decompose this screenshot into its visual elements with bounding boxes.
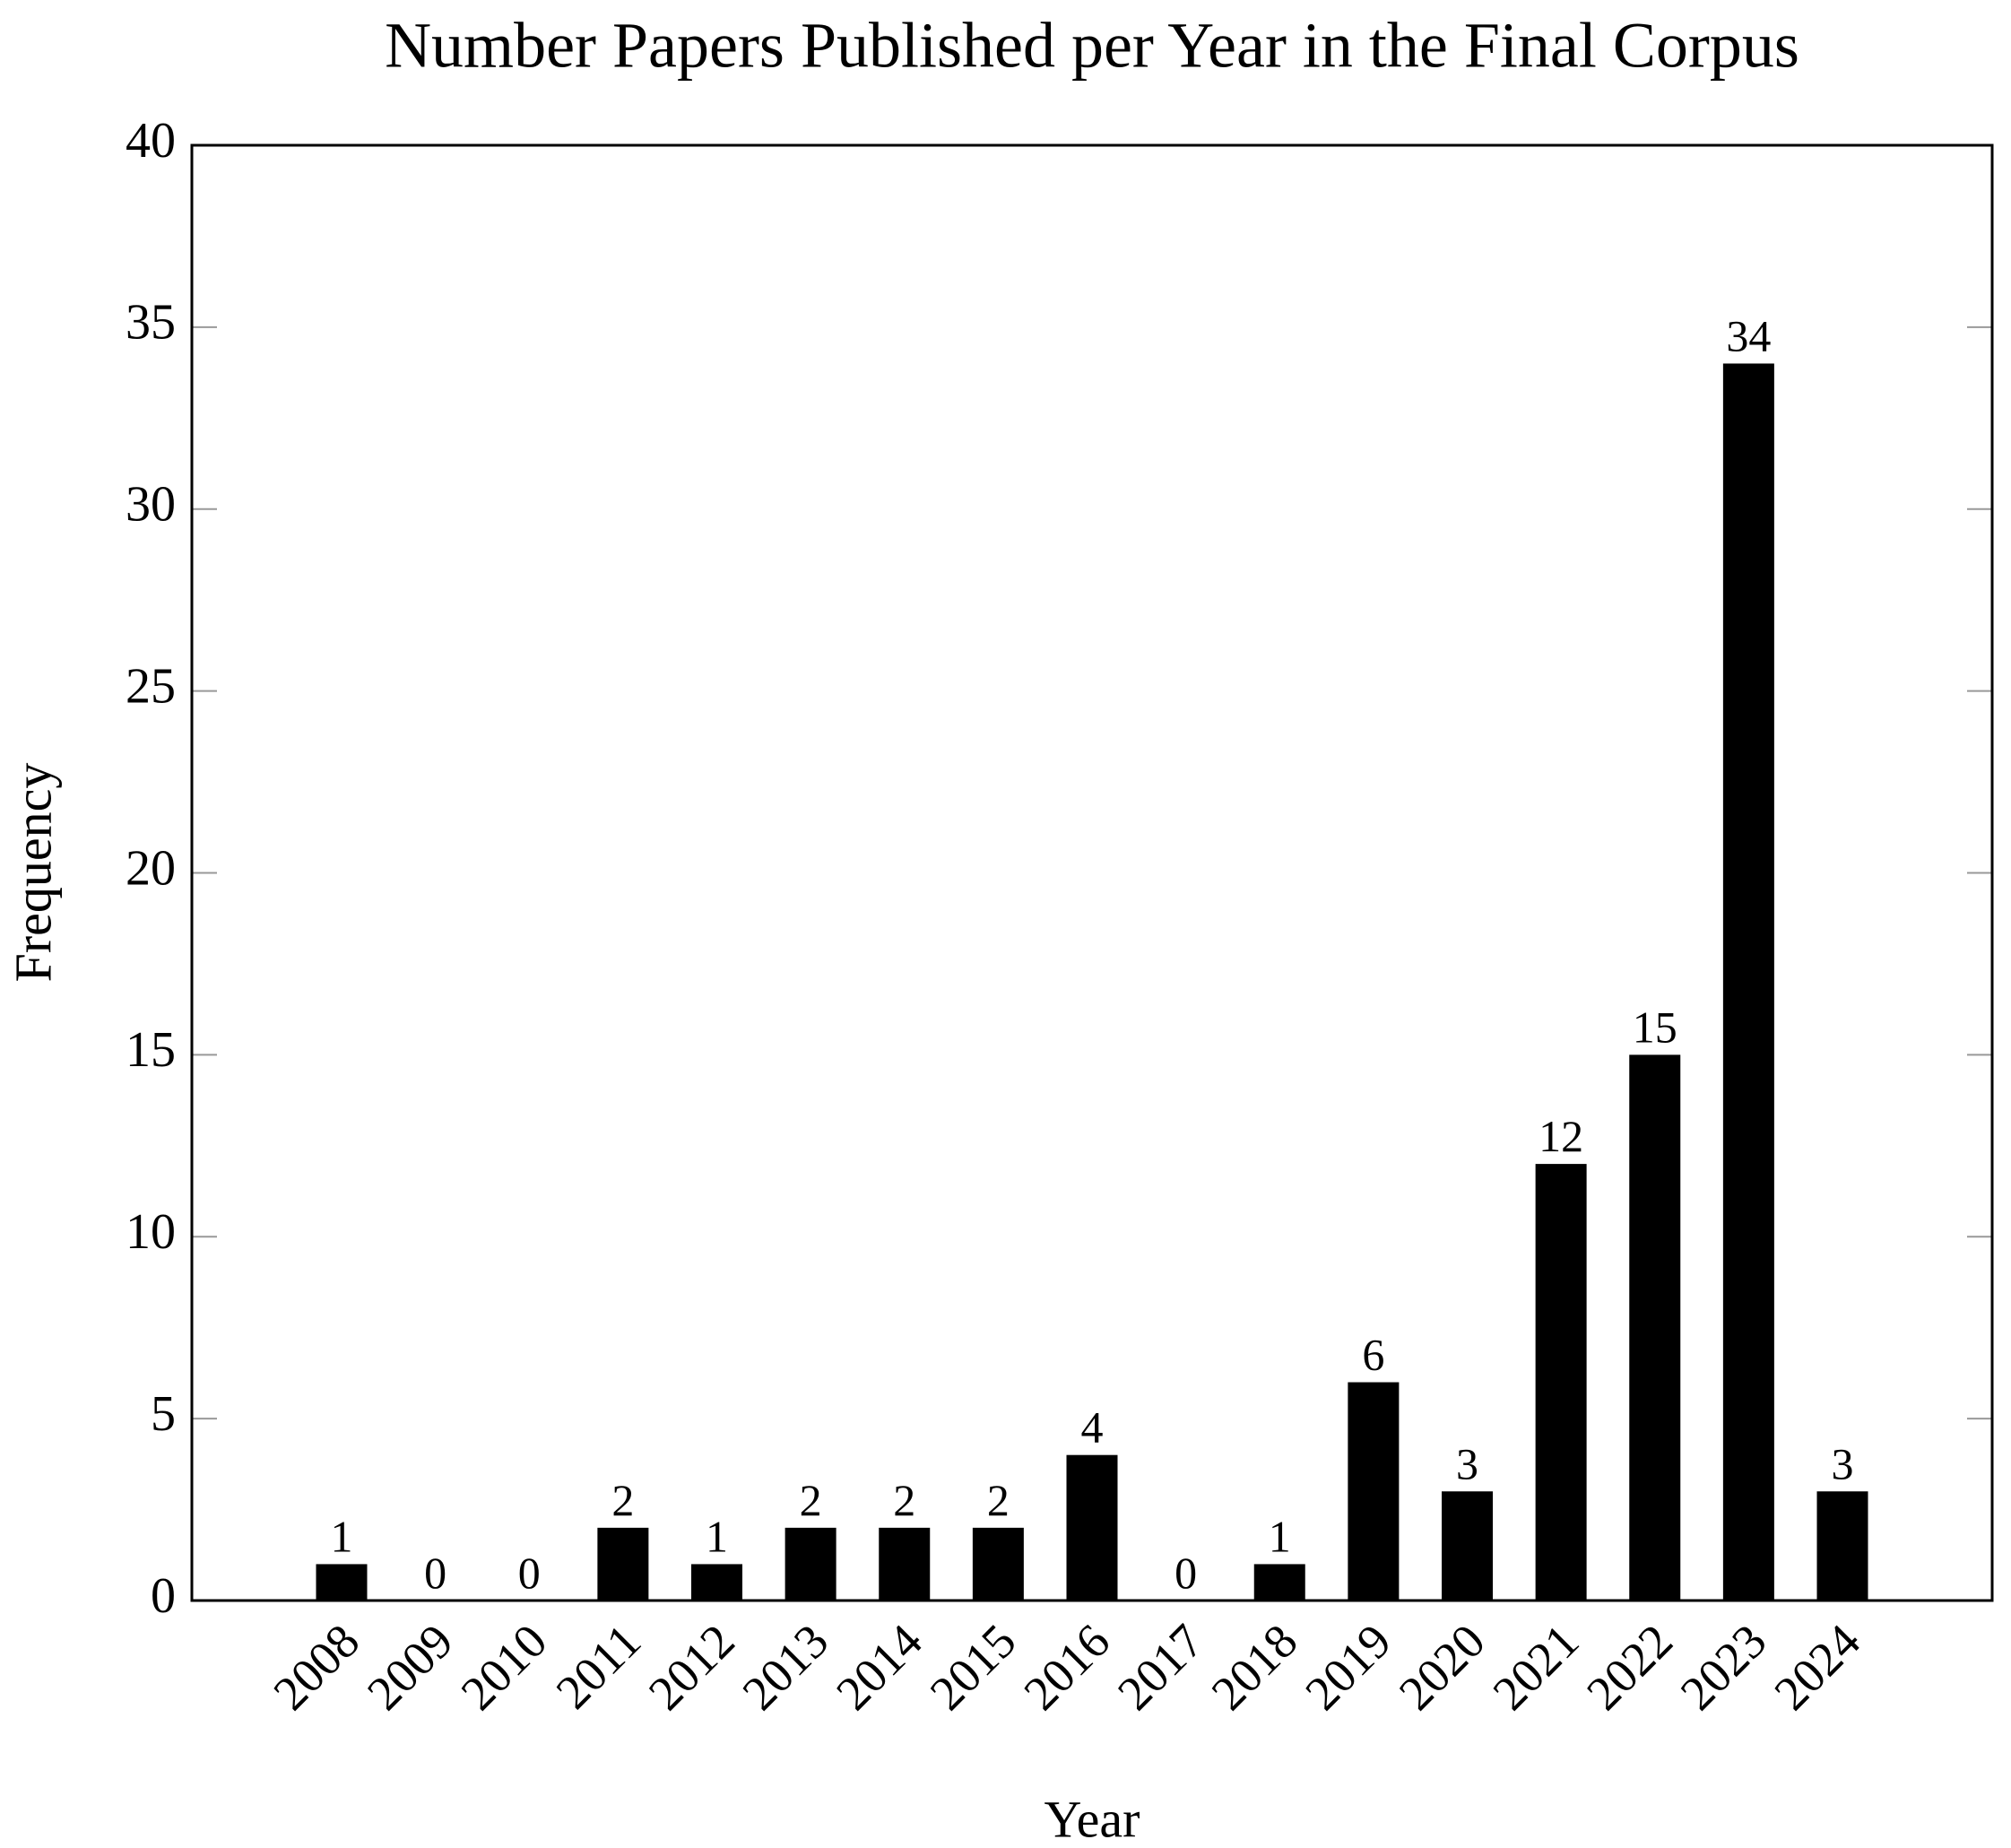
value-label: 2	[800, 1475, 822, 1525]
value-label: 12	[1539, 1111, 1583, 1161]
bar	[1253, 1564, 1305, 1601]
x-tick-label: 2023	[1670, 1614, 1777, 1721]
value-label: 34	[1726, 310, 1771, 360]
value-label: 15	[1633, 1002, 1677, 1052]
bar	[1722, 363, 1774, 1601]
y-axis-label: Frequency	[4, 763, 62, 983]
bar	[316, 1564, 368, 1601]
bar	[1535, 1164, 1587, 1601]
x-tick-label: 2017	[1107, 1614, 1214, 1721]
x-tick-label: 2014	[826, 1614, 932, 1721]
x-tick-label: 2013	[732, 1614, 839, 1721]
value-label: 1	[331, 1511, 353, 1561]
y-tick-label: 25	[126, 658, 176, 714]
plot-frame	[190, 143, 1994, 1602]
value-label: 6	[1362, 1330, 1384, 1380]
y-tick-label: 5	[151, 1386, 176, 1442]
y-tick-label: 40	[126, 113, 176, 169]
bar	[1442, 1491, 1493, 1601]
x-tick-label: 2012	[638, 1614, 745, 1721]
bar	[597, 1527, 649, 1601]
x-tick-label: 2010	[451, 1614, 558, 1721]
x-tick-label: 2009	[357, 1614, 464, 1721]
bar	[1348, 1382, 1400, 1601]
x-tick-label: 2022	[1576, 1614, 1683, 1721]
bar	[879, 1527, 931, 1601]
value-label: 0	[518, 1548, 541, 1598]
x-tick-label: 2019	[1295, 1614, 1401, 1721]
y-tick-label: 0	[151, 1568, 176, 1624]
x-tick-label: 2024	[1764, 1614, 1870, 1721]
value-label: 3	[1456, 1438, 1478, 1488]
value-label: 3	[1832, 1438, 1854, 1488]
value-label: 1	[706, 1511, 728, 1561]
y-tick-label: 35	[126, 295, 176, 351]
bar	[691, 1564, 742, 1601]
bar	[972, 1527, 1024, 1601]
y-tick-label: 20	[126, 840, 176, 896]
y-tick-label: 30	[126, 477, 176, 533]
x-tick-label: 2016	[1013, 1614, 1120, 1721]
bar	[1629, 1054, 1681, 1601]
x-tick-label: 2008	[263, 1614, 369, 1721]
value-label: 2	[987, 1475, 1010, 1525]
bar	[1066, 1454, 1118, 1601]
bar	[784, 1527, 836, 1601]
x-tick-label: 2021	[1483, 1614, 1590, 1721]
value-label: 1	[1269, 1511, 1291, 1561]
x-tick-label: 2011	[546, 1614, 651, 1719]
x-tick-label: 2015	[920, 1614, 1027, 1721]
chart-title: Number Papers Published per Year in the …	[385, 10, 1799, 82]
value-label: 0	[424, 1548, 446, 1598]
bar	[1816, 1491, 1868, 1601]
value-label: 2	[893, 1475, 915, 1525]
value-label: 4	[1081, 1402, 1104, 1453]
y-tick-label: 10	[126, 1204, 176, 1260]
x-axis-label: Year	[1045, 1790, 1140, 1848]
value-label: 0	[1175, 1548, 1197, 1598]
x-tick-label: 2018	[1201, 1614, 1308, 1721]
value-label: 2	[611, 1475, 634, 1525]
x-tick-label: 2020	[1389, 1614, 1495, 1721]
y-tick-label: 15	[126, 1022, 176, 1078]
